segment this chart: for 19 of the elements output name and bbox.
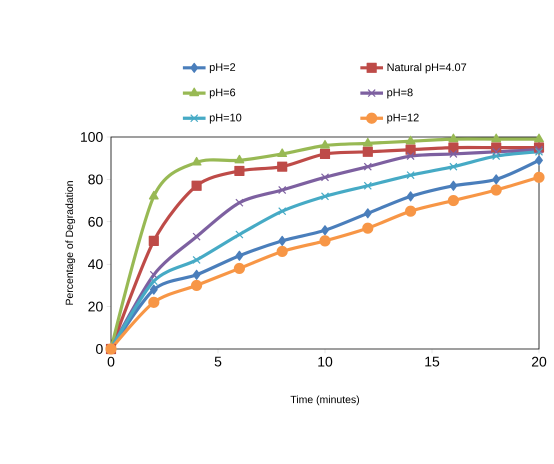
x-tick-label: 5 [214,356,222,367]
legend-label: Natural pH=4.07 [388,63,466,74]
x-tick-label: 15 [425,356,440,367]
x-axis-title: Time (minutes) [290,395,360,406]
y-axis-title: Percentage of Degradation [65,181,76,305]
y-tick-label: 40 [88,259,103,270]
x-tick-label: 20 [532,356,546,367]
legend-label: pH=12 [387,114,419,124]
legend-label: pH=10 [210,114,242,124]
y-tick-label: 0 [96,344,103,354]
legend-label: pH=6 [210,88,236,98]
x-tick-label: 0 [108,356,114,367]
y-tick-label: 80 [88,174,103,184]
x-tick-label: 10 [318,356,332,367]
y-tick-label: 100 [81,132,103,142]
legend-label: pH=8 [387,88,413,98]
y-tick-label: 20 [88,302,103,312]
legend-label: pH=2 [210,63,236,74]
y-tick-label: 60 [88,216,103,227]
